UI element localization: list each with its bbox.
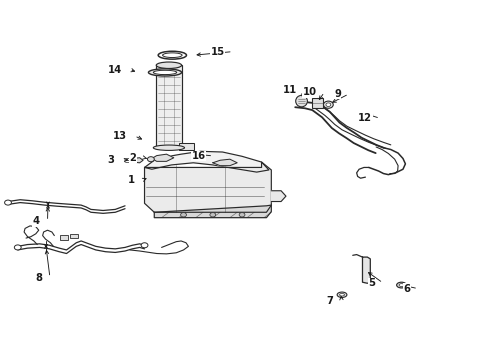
Text: 15: 15: [210, 46, 224, 57]
Text: 9: 9: [333, 89, 340, 99]
Circle shape: [4, 200, 11, 205]
Text: 1: 1: [127, 175, 135, 185]
Circle shape: [180, 213, 186, 217]
Ellipse shape: [153, 70, 176, 75]
Circle shape: [147, 157, 154, 162]
Bar: [311, 98, 322, 108]
Text: 13: 13: [112, 131, 126, 141]
Text: 10: 10: [302, 87, 316, 97]
Bar: [179, 143, 193, 149]
Text: 4: 4: [33, 216, 40, 226]
Text: 6: 6: [403, 284, 409, 294]
Bar: [70, 234, 78, 238]
Ellipse shape: [398, 284, 403, 287]
Polygon shape: [362, 257, 369, 283]
Text: 5: 5: [367, 278, 374, 288]
Text: 2: 2: [129, 153, 136, 163]
Polygon shape: [212, 159, 237, 166]
Text: 8: 8: [35, 273, 42, 283]
Bar: [156, 65, 181, 148]
Ellipse shape: [158, 51, 186, 59]
Polygon shape: [271, 191, 285, 202]
Text: 7: 7: [326, 296, 333, 306]
Ellipse shape: [156, 62, 181, 68]
Ellipse shape: [339, 293, 344, 296]
Polygon shape: [152, 154, 173, 161]
Ellipse shape: [153, 145, 184, 150]
Circle shape: [209, 213, 215, 217]
Ellipse shape: [336, 292, 346, 297]
Polygon shape: [144, 151, 268, 172]
Circle shape: [239, 213, 244, 217]
Polygon shape: [144, 162, 271, 212]
Text: 12: 12: [358, 113, 371, 123]
Text: 16: 16: [191, 151, 205, 161]
Bar: [60, 235, 68, 239]
Ellipse shape: [148, 69, 181, 76]
Circle shape: [141, 243, 148, 248]
Text: 11: 11: [282, 85, 296, 95]
Polygon shape: [154, 205, 271, 218]
Circle shape: [325, 103, 330, 107]
Polygon shape: [132, 158, 143, 163]
Ellipse shape: [396, 282, 406, 288]
Text: 3: 3: [107, 155, 114, 165]
Circle shape: [14, 245, 21, 250]
Text: 14: 14: [107, 64, 122, 75]
Ellipse shape: [295, 95, 307, 107]
Ellipse shape: [162, 53, 182, 58]
Circle shape: [323, 101, 332, 108]
